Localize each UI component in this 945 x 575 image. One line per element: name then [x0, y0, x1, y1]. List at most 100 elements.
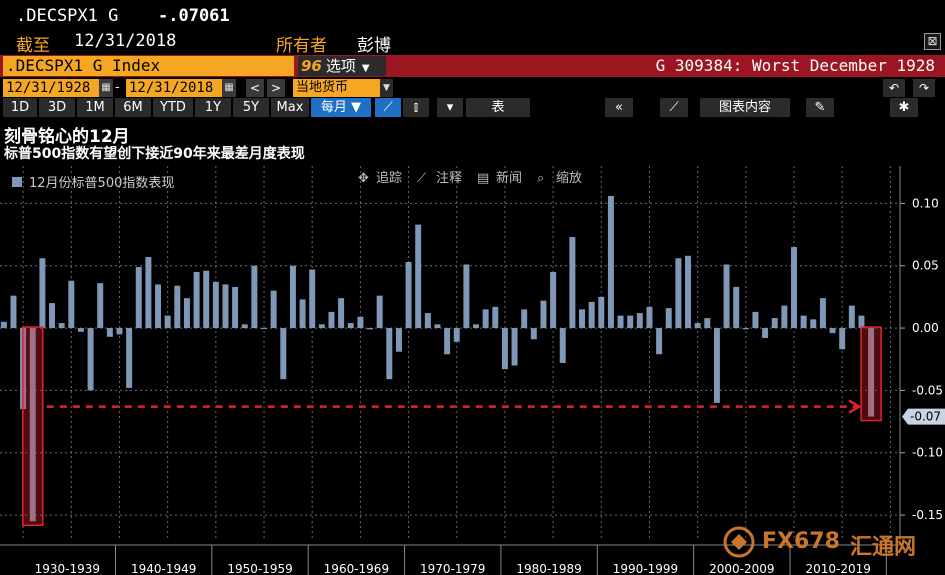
crosshair-icon: ✥	[358, 171, 369, 186]
edit-icon[interactable]: ✎	[806, 98, 834, 117]
chart-content-button[interactable]: 图表内容	[700, 98, 790, 117]
bar-chart: 12月份标普500指数表现 ✥ 追踪 ⟋ 注释 ▤ 新闻 ⌕ 缩放 0.100.…	[0, 166, 945, 575]
period-1y[interactable]: 1Y	[195, 98, 231, 117]
candlestick-icon[interactable]: ⫾	[403, 98, 429, 117]
table-button[interactable]: 表	[466, 98, 530, 117]
chart-legend: 12月份标普500指数表现	[12, 176, 174, 191]
bar-1990	[598, 296, 605, 329]
bar-2014	[829, 328, 836, 334]
bar-1971	[415, 224, 422, 329]
bar-2012	[810, 319, 817, 329]
y-tick-label: -0.05	[912, 383, 943, 397]
y-tick-label: -0.10	[912, 446, 943, 460]
y-tick-label: 0.00	[912, 321, 939, 335]
period-3d[interactable]: 3D	[39, 98, 75, 117]
bar-2002	[713, 328, 720, 403]
bar-1997	[665, 308, 672, 329]
bar-1948	[193, 271, 200, 329]
bar-1999	[685, 255, 691, 329]
caret-down-icon: ▼	[361, 63, 370, 74]
period-1d[interactable]: 1D	[3, 98, 37, 117]
redo-icon[interactable]: ↷	[913, 79, 935, 97]
date-separator: -	[115, 80, 120, 95]
bar-1973	[434, 324, 441, 329]
chart-settings-icon[interactable]: ⟋	[660, 98, 688, 117]
bar-1986	[559, 328, 566, 363]
x-category-label: 1970-1979	[420, 562, 485, 575]
bar-1946	[174, 285, 181, 329]
calendar-icon[interactable]: ▦	[99, 79, 113, 97]
bar-1993	[627, 315, 634, 329]
currency-select[interactable]: 当地货币 ▼	[293, 79, 393, 97]
next-arrow-icon[interactable]: >	[267, 79, 285, 97]
x-category-label: 1940-1949	[131, 562, 196, 575]
calendar-icon[interactable]: ▦	[222, 79, 236, 97]
x-axis: 1930-1939 1940-1949 1950-1959 1960-1969 1970…	[0, 544, 900, 575]
bar-1982	[521, 309, 528, 329]
period-5y[interactable]: 5Y	[233, 98, 269, 117]
bar-1944	[155, 284, 162, 329]
bar-2003	[723, 264, 730, 329]
period-6m[interactable]: 6M	[115, 98, 151, 117]
bar-1981	[511, 328, 518, 366]
frequency-label: 每月	[320, 100, 347, 115]
as-of-row: 截至 12/31/2018 所有者 彭博 ⊠	[0, 31, 945, 56]
bar-2005	[742, 328, 749, 330]
bar-1955	[261, 328, 268, 330]
options-menu[interactable]: 96 选项 ▼	[298, 56, 386, 76]
bar-1975	[453, 328, 460, 342]
period-max[interactable]: Max	[271, 98, 309, 117]
security-field[interactable]: .DECSPX1 G Index	[3, 56, 294, 76]
bar-1928	[0, 321, 7, 329]
undo-icon[interactable]: ↶	[883, 79, 905, 97]
start-date-input[interactable]: 12/31/1928	[3, 79, 99, 97]
bar-2013	[819, 298, 826, 329]
security-bar: .DECSPX1 G Index 96 选项 ▼ G 309384: Worst D…	[0, 55, 945, 77]
period-1m[interactable]: 1M	[77, 98, 113, 117]
news-icon: ▤	[477, 171, 489, 186]
bar-1956	[270, 290, 277, 329]
bar-1965	[357, 316, 364, 329]
bar-2006	[752, 311, 759, 329]
bar-1929	[10, 295, 17, 329]
caret-down-icon[interactable]: ▾	[437, 98, 463, 117]
highlight-box-2018	[860, 326, 882, 422]
bar-1988	[579, 309, 585, 329]
bar-1942	[135, 266, 142, 329]
chart-grid	[0, 166, 900, 540]
prev-arrow-icon[interactable]: <	[246, 79, 264, 97]
bar-1977	[473, 324, 480, 329]
bar-1987	[569, 237, 576, 329]
bar-1992	[617, 315, 624, 329]
options-label: 选项	[325, 57, 356, 75]
frequency-select[interactable]: 每月 ▼	[311, 98, 371, 117]
bar-1939	[106, 328, 113, 337]
bar-2010	[791, 247, 797, 329]
owner-label: 所有者	[276, 36, 327, 56]
security-description: G 309384: Worst December 1928	[655, 56, 935, 75]
bar-2001	[704, 318, 711, 329]
gear-icon[interactable]: ✱	[890, 98, 918, 117]
bar-1953	[241, 324, 248, 329]
end-date-input[interactable]: 12/31/2018	[126, 79, 222, 97]
collapse-icon[interactable]: «	[605, 98, 633, 117]
bar-1996	[656, 328, 663, 355]
close-icon[interactable]: ⊠	[924, 33, 941, 50]
bar-1974	[444, 328, 451, 355]
line-chart-icon[interactable]: ⟋	[375, 98, 401, 117]
chart-subtitle: 标普500指数有望创下接近90年来最差月度表现	[4, 146, 305, 162]
bar-1980	[501, 328, 508, 370]
as-of-date: 12/31/2018	[74, 31, 177, 51]
bar-2017	[858, 315, 865, 329]
bar-1963	[338, 298, 345, 329]
ticker-header: .DECSPX1 G -.07061	[0, 6, 945, 28]
bar-1941	[126, 328, 133, 388]
bar-2007	[762, 328, 769, 339]
owner-name: 彭博	[357, 36, 391, 56]
period-ytd[interactable]: YTD	[153, 98, 193, 117]
bar-1945	[164, 315, 171, 329]
x-category-label: 1990-1999	[613, 562, 678, 575]
options-number: 96	[301, 57, 322, 75]
watermark-brand: FX678	[762, 529, 840, 554]
bar-1995	[646, 306, 653, 329]
